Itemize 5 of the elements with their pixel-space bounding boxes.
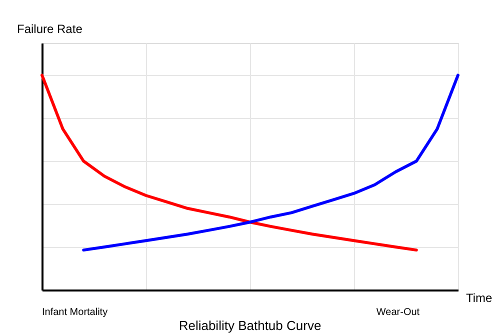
text: Wear-Out	[376, 307, 420, 318]
text: Infant Mortality	[42, 307, 108, 318]
x-axis-title: Time	[466, 291, 493, 305]
text: Reliability Bathtub Curve	[178, 318, 322, 333]
y-axis-title: Failure Rate	[17, 22, 83, 36]
